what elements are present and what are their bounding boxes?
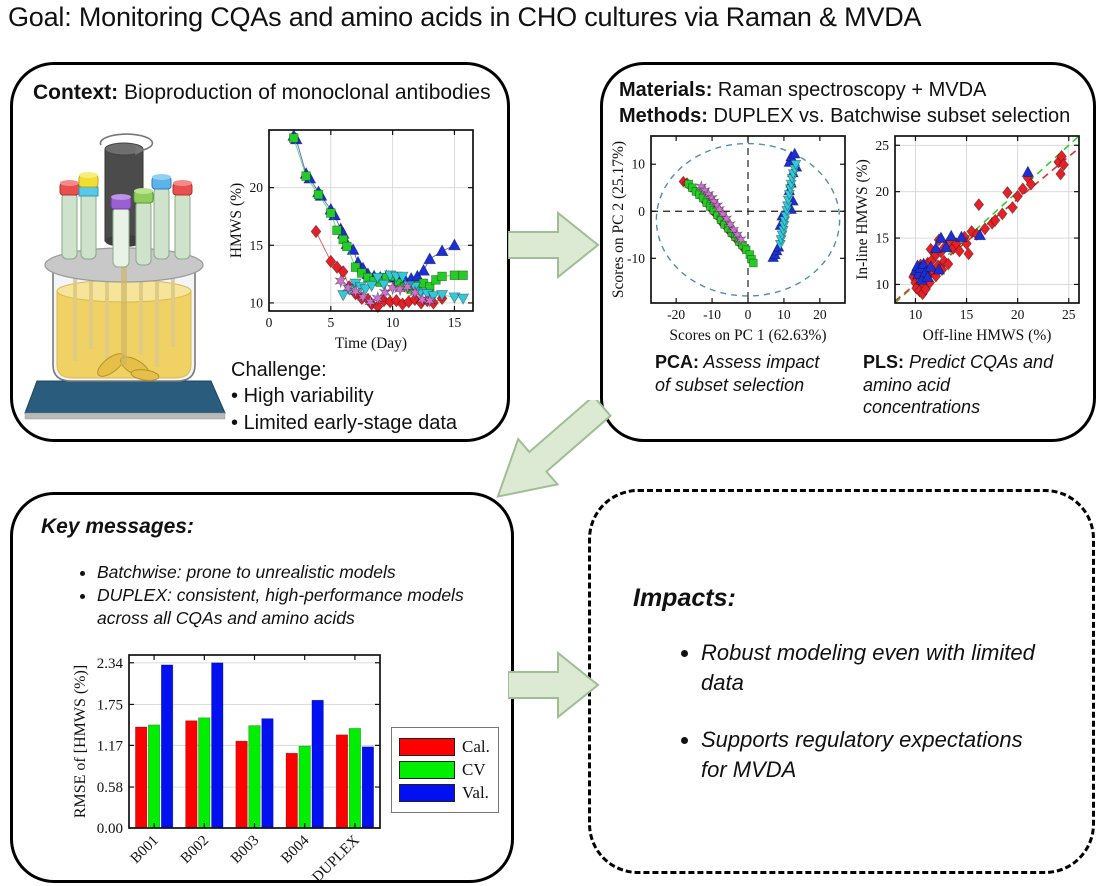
legend-swatch-val [399,784,455,802]
legend-label-val: Val. [462,783,489,802]
svg-text:2.34: 2.34 [97,656,124,672]
svg-text:DUPLEX: DUPLEX [310,832,363,880]
legend-row: CV [399,760,490,780]
legend-swatch-cal [399,738,455,756]
svg-text:-10: -10 [627,251,645,266]
svg-text:1.75: 1.75 [97,697,123,713]
challenge-title: Challenge: [231,359,327,381]
impacts-list: Robust modeling even with limited data S… [677,638,1049,813]
svg-text:0: 0 [266,315,273,330]
svg-text:0: 0 [745,307,752,322]
svg-text:25: 25 [876,138,890,153]
impacts-box: Impacts: Robust modeling even with limit… [588,489,1095,874]
svg-text:15: 15 [960,307,974,322]
svg-text:1.17: 1.17 [97,738,124,754]
key-messages-box: Key messages: Batchwise: prone to unreal… [10,492,514,883]
dip-tubes [73,279,175,367]
svg-text:15: 15 [448,315,462,330]
right-arrow-icon [508,210,600,280]
legend-row: Val. [399,783,490,803]
svg-text:-10: -10 [703,307,721,322]
key-messages-list: Batchwise: prone to unrealistic models D… [77,561,477,630]
arrow-context-to-methods [508,210,600,280]
svg-text:0.58: 0.58 [97,780,123,796]
methods-box: Materials: Raman spectroscopy + MVDA Met… [600,62,1096,442]
svg-text:B002: B002 [178,833,212,867]
page-title: Goal: Monitoring CQAs and amino acids in… [8,2,922,32]
svg-text:Scores on PC 1 (62.63%): Scores on PC 1 (62.63%) [669,327,826,344]
svg-text:Time (Day): Time (Day) [335,335,407,352]
svg-text:10: 10 [909,307,923,322]
svg-text:0: 0 [638,204,645,219]
pca-scores-chart: -20 -10 0 10 20 -10 0 10 Scores on PC 1 (62.63%)… [611,135,846,344]
svg-text:B001: B001 [128,833,162,867]
challenge-list: High variability Limited early-stage dat… [231,383,457,436]
diagonal-arrow-icon [496,400,612,498]
key-message-item: DUPLEX: consistent, high-performance mod… [97,584,477,630]
context-header: Context: Bioproduction of monoclonal ant… [33,81,491,104]
svg-text:10: 10 [777,307,791,322]
pca-caption: PCA: Assess impact of subset selection [655,352,820,395]
legend-label-cal: Cal. [462,737,490,756]
arrow-methods-to-key-messages [496,400,612,498]
svg-text:10: 10 [386,315,400,330]
svg-text:15: 15 [876,231,890,246]
svg-text:5: 5 [327,315,334,330]
svg-text:15: 15 [250,238,264,253]
svg-text:RMSE of [HMWS (%)]: RMSE of [HMWS (%)] [72,665,89,818]
bar-chart-legend: Cal. CV Val. [391,727,499,813]
svg-text:25: 25 [1062,307,1076,322]
svg-text:-20: -20 [667,307,685,322]
svg-text:In-line HMWS (%): In-line HMWS (%) [855,159,871,280]
pls-caption: PLS: Predict CQAs and amino acid concent… [863,352,1054,417]
impact-item: Robust modeling even with limited data [701,638,1049,697]
key-messages-title: Key messages: [41,515,194,538]
right-arrow-icon [508,650,600,720]
impact-item: Supports regulatory expectations for MVD… [701,725,1049,784]
probes [59,172,193,260]
svg-text:B003: B003 [228,833,262,867]
challenge-block: Challenge: High variability Limited earl… [231,357,457,436]
context-box: Context: Bioproduction of monoclonal ant… [10,62,510,442]
bioreactor-illustration [24,133,226,420]
svg-text:20: 20 [250,180,264,195]
challenge-item: High variability [231,383,457,409]
svg-text:B004: B004 [278,832,313,867]
svg-text:20: 20 [876,184,890,199]
challenge-item: Limited early-stage data [231,410,457,436]
svg-text:10: 10 [876,277,890,292]
svg-text:10: 10 [632,157,646,172]
methods-header: Materials: Raman spectroscopy + MVDA Met… [619,79,1071,127]
arrow-key-messages-to-impacts [508,650,600,720]
legend-row: Cal. [399,737,490,757]
svg-text:0.00: 0.00 [97,821,123,837]
svg-text:Scores on PC 2 (25.17%): Scores on PC 2 (25.17%) [611,141,627,298]
key-message-item: Batchwise: prone to unrealistic models [97,561,477,584]
svg-text:20: 20 [1011,307,1025,322]
legend-label-cv: CV [462,760,486,779]
probes-front [110,188,154,268]
svg-text:10: 10 [250,295,264,310]
hmws-time-chart: 0 5 10 15 10 15 20 Time (Day) HMWS (%) [229,128,474,352]
svg-text:HMWS (%): HMWS (%) [229,183,245,258]
pls-parity-chart: 10 15 20 25 10 15 20 25 Off-line HMWS (%) In-line… [855,135,1080,344]
svg-text:20: 20 [813,307,827,322]
legend-swatch-cv [399,761,455,779]
impacts-title: Impacts: [633,584,736,612]
svg-text:Off-line HMWS (%): Off-line HMWS (%) [923,327,1052,344]
